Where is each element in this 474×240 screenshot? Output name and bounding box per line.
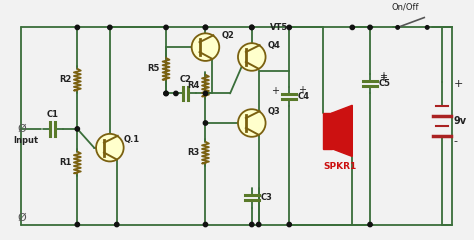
Circle shape bbox=[174, 91, 178, 96]
Text: R2: R2 bbox=[59, 75, 72, 84]
Text: C1: C1 bbox=[47, 110, 59, 119]
Circle shape bbox=[203, 121, 208, 125]
Circle shape bbox=[350, 25, 355, 30]
Circle shape bbox=[164, 91, 168, 96]
Circle shape bbox=[96, 134, 124, 162]
Circle shape bbox=[287, 222, 292, 227]
Circle shape bbox=[368, 222, 372, 227]
Circle shape bbox=[287, 25, 292, 30]
Bar bbox=[323, 113, 332, 149]
Text: Ø: Ø bbox=[18, 124, 27, 134]
Circle shape bbox=[426, 26, 429, 29]
Text: R1: R1 bbox=[59, 158, 72, 167]
Circle shape bbox=[250, 25, 254, 30]
Circle shape bbox=[203, 25, 208, 30]
Circle shape bbox=[191, 33, 219, 61]
Circle shape bbox=[75, 25, 80, 30]
Circle shape bbox=[238, 109, 265, 137]
Text: SPKR1: SPKR1 bbox=[324, 162, 357, 171]
Text: C4: C4 bbox=[298, 92, 310, 101]
Circle shape bbox=[203, 222, 208, 227]
Text: C2: C2 bbox=[180, 75, 192, 84]
Circle shape bbox=[238, 43, 265, 71]
Circle shape bbox=[203, 91, 208, 96]
Text: Input: Input bbox=[13, 136, 38, 145]
Text: VT5: VT5 bbox=[270, 23, 288, 32]
Text: R3: R3 bbox=[187, 148, 200, 157]
Text: +: + bbox=[379, 71, 387, 81]
Text: Q4: Q4 bbox=[267, 41, 281, 50]
Circle shape bbox=[256, 222, 261, 227]
Text: Q3: Q3 bbox=[267, 107, 280, 116]
Text: -: - bbox=[454, 136, 458, 146]
Polygon shape bbox=[332, 105, 352, 156]
Circle shape bbox=[75, 222, 80, 227]
Text: Q.1: Q.1 bbox=[124, 135, 140, 144]
Circle shape bbox=[368, 25, 372, 30]
Text: Q2: Q2 bbox=[221, 31, 234, 40]
Circle shape bbox=[115, 222, 119, 227]
Text: On/Off: On/Off bbox=[392, 3, 419, 12]
Text: +: + bbox=[272, 86, 279, 96]
Text: +: + bbox=[379, 73, 387, 83]
Circle shape bbox=[250, 222, 254, 227]
Text: Ø: Ø bbox=[18, 213, 27, 223]
Text: +: + bbox=[454, 78, 463, 89]
Circle shape bbox=[164, 25, 168, 30]
Text: 9v: 9v bbox=[454, 116, 467, 126]
Circle shape bbox=[250, 25, 254, 30]
Text: R5: R5 bbox=[148, 64, 160, 73]
Circle shape bbox=[75, 127, 80, 131]
Circle shape bbox=[203, 25, 208, 30]
Text: C5: C5 bbox=[379, 79, 391, 88]
Circle shape bbox=[396, 26, 400, 29]
Text: C3: C3 bbox=[261, 193, 273, 202]
Circle shape bbox=[108, 25, 112, 30]
Text: +: + bbox=[298, 85, 306, 96]
Circle shape bbox=[164, 91, 168, 96]
Text: R4: R4 bbox=[187, 81, 200, 90]
